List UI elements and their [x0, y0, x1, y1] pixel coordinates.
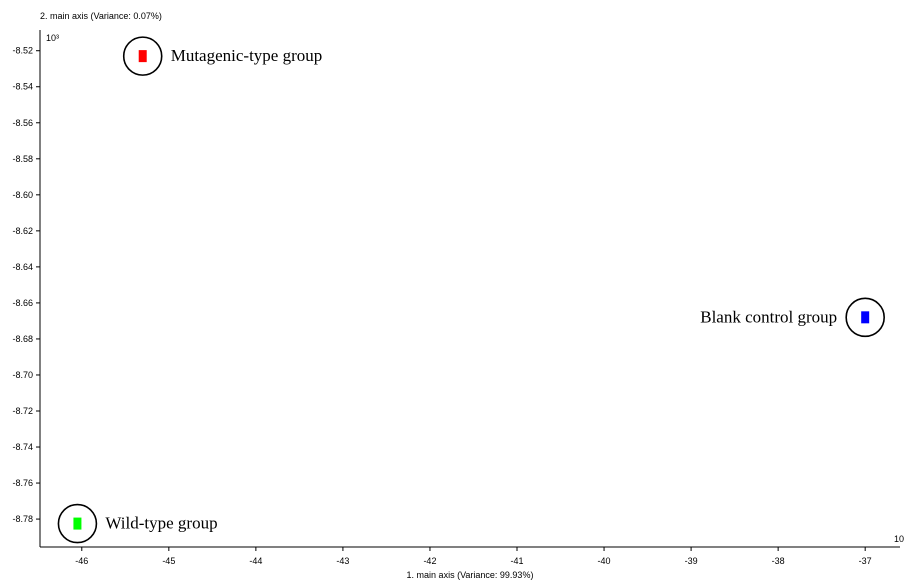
x-tick-label: -41 [510, 556, 523, 566]
y-tick-label: -8.78 [12, 514, 33, 524]
x-tick-label: -45 [162, 556, 175, 566]
x-tick-label: -46 [75, 556, 88, 566]
y-tick-label: -8.66 [12, 298, 33, 308]
y-tick-label: -8.72 [12, 406, 33, 416]
y-tick-label: -8.68 [12, 334, 33, 344]
group-label: Mutagenic-type group [171, 46, 323, 65]
x-tick-label: -42 [423, 556, 436, 566]
x-tick-label: -43 [336, 556, 349, 566]
group-highlight-circle [57, 503, 98, 544]
x-axis-label: 1. main axis (Variance: 99.93%) [407, 570, 534, 580]
y-tick-label: -8.62 [12, 226, 33, 236]
data-point [861, 311, 870, 324]
x-tick-label: -44 [249, 556, 262, 566]
group-label: Blank control group [700, 307, 837, 326]
x-tick-label: -40 [598, 556, 611, 566]
group-highlight-circle [122, 36, 163, 76]
x-tick-label: -38 [772, 556, 785, 566]
y-tick-label: -8.70 [12, 370, 33, 380]
data-point [138, 50, 147, 63]
group-highlight-circle [845, 297, 885, 338]
y-tick-label: -8.56 [12, 118, 33, 128]
x-tick-label: -39 [685, 556, 698, 566]
y-axis-label: 2. main axis (Variance: 0.07%) [40, 11, 162, 21]
y-tick-label: -8.64 [12, 262, 33, 272]
data-marks: Mutagenic-type group Blank control group W… [57, 36, 885, 544]
data-point [73, 517, 82, 530]
y-tick-label: -8.74 [12, 442, 33, 452]
x-tick-label: -37 [859, 556, 872, 566]
y-tick-label: -8.60 [12, 190, 33, 200]
y-exponent-label: 10³ [46, 33, 59, 43]
y-tick-label: -8.58 [12, 154, 33, 164]
group-label: Wild-type group [105, 514, 217, 533]
y-tick-label: -8.54 [12, 82, 33, 92]
axes: -46 -45 -44 -43 -42 -41 -40 -39 -38 -37 -8.52 -8.54… [12, 30, 900, 566]
x-exponent-label: 10 [894, 534, 904, 544]
y-tick-label: -8.52 [12, 46, 33, 56]
y-tick-label: -8.76 [12, 478, 33, 488]
